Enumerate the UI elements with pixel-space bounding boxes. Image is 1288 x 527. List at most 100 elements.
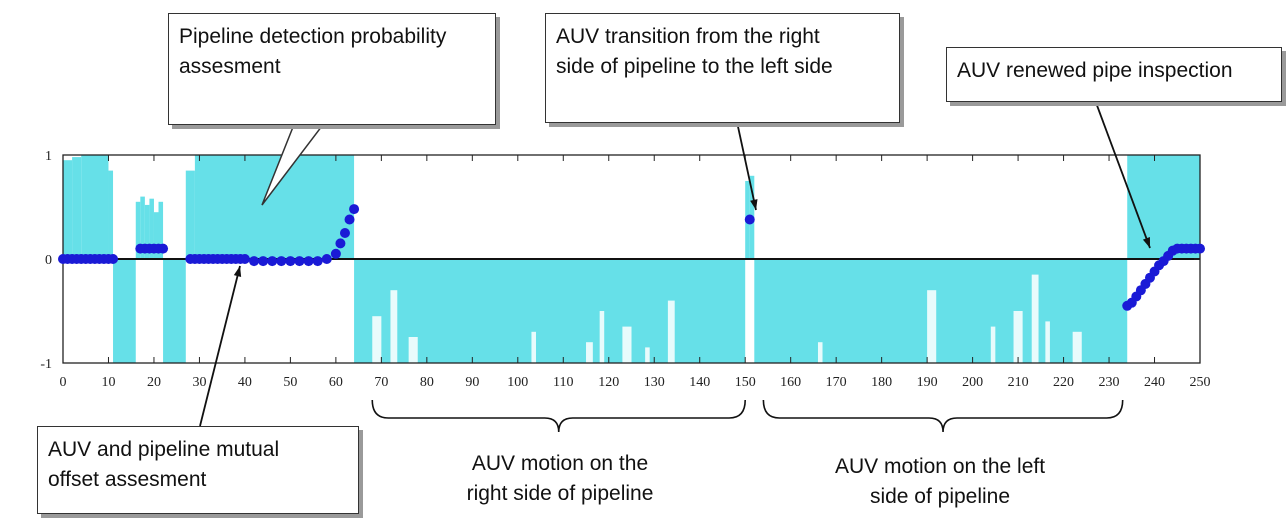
probability-gap [1045, 321, 1050, 363]
x-tick-label: 240 [1144, 375, 1165, 390]
x-tick-label: 250 [1190, 375, 1211, 390]
offset-point [303, 256, 314, 267]
x-tick-label: 140 [689, 375, 710, 390]
probability-bar [185, 170, 195, 259]
probability-bar [135, 201, 141, 259]
probability-bar [144, 204, 150, 259]
probability-bar [163, 259, 186, 363]
brace-right-side [371, 399, 746, 433]
x-tick-label: 30 [192, 375, 206, 390]
x-tick-label: 150 [735, 375, 756, 390]
y-tick-label: 0 [45, 253, 52, 268]
x-tick-label: 170 [826, 375, 847, 390]
offset-point [344, 214, 355, 225]
probability-gap [927, 290, 937, 363]
offset-point [744, 214, 755, 225]
offset-pointer-head [233, 266, 242, 277]
annotation-line: AUV transition from the right [556, 25, 820, 48]
annotation-line: side of pipeline [869, 485, 1011, 508]
probability-bar [81, 155, 109, 259]
annotation-line: Pipeline detection probability [179, 25, 447, 48]
x-tick-label: 130 [644, 375, 665, 390]
offset-point [276, 256, 287, 267]
offset-point [335, 238, 346, 249]
annotation-line: AUV motion on the left [834, 455, 1046, 478]
x-tick-label: 70 [374, 375, 388, 390]
y-tick-label: -1 [40, 357, 52, 372]
probability-gap [408, 337, 418, 363]
probability-bar [108, 170, 114, 259]
x-tick-label: 60 [329, 375, 343, 390]
x-tick-label: 210 [1008, 375, 1029, 390]
x-tick-label: 190 [917, 375, 938, 390]
x-tick-label: 180 [871, 375, 892, 390]
x-tick-label: 120 [598, 375, 619, 390]
x-tick-label: 20 [147, 375, 161, 390]
x-tick-label: 90 [465, 375, 479, 390]
renewed-pointer [1094, 99, 1151, 249]
offset-point [330, 248, 341, 259]
probability-bar [72, 157, 82, 259]
offset-point [267, 256, 278, 267]
annotation-mutual-offset: AUV and pipeline mutual offset assesment [37, 426, 359, 514]
probability-gap [990, 326, 996, 363]
annotation-line: AUV and pipeline mutual [48, 438, 280, 461]
probability-bar [63, 160, 73, 259]
probability-gap [817, 342, 823, 363]
probability-bar [113, 259, 136, 363]
x-tick-label: 50 [283, 375, 297, 390]
annotation-renewed-inspection: AUV renewed pipe inspection [946, 47, 1282, 102]
offset-point [239, 254, 250, 264]
probability-gap [1072, 331, 1082, 363]
probability-gap [586, 342, 593, 363]
x-tick-label: 110 [553, 375, 573, 390]
offset-point [312, 256, 323, 267]
annotation-line: AUV renewed pipe inspection [957, 59, 1233, 82]
offset-point [349, 204, 360, 215]
probability-bar [140, 196, 145, 259]
offset-point [285, 256, 296, 267]
brace-left-side [762, 399, 1124, 433]
transition-pointer-head [750, 199, 758, 210]
offset-point [108, 254, 119, 264]
probability-gap [645, 347, 650, 363]
probability-bar [194, 155, 355, 259]
probability-gap [1013, 311, 1023, 363]
probability-gap [372, 316, 382, 363]
probability-gap [667, 300, 675, 363]
probability-bar [149, 198, 154, 259]
probability-gap [622, 326, 632, 363]
x-tick-label: 160 [780, 375, 801, 390]
offset-point [294, 256, 305, 267]
annotation-line: right side of pipeline [466, 482, 654, 505]
y-tick-label: 1 [45, 149, 52, 164]
probability-gap [531, 331, 536, 363]
x-tick-label: 230 [1099, 375, 1120, 390]
x-tick-label: 220 [1053, 375, 1074, 390]
annotation-detection-probability: Pipeline detection probability assesment [168, 13, 496, 125]
probability-bar [354, 259, 746, 363]
annotation-line: AUV motion on the [471, 452, 649, 475]
probability-bar [158, 201, 164, 259]
annotation-line: assesment [179, 55, 281, 78]
annotation-left-side-motion: AUV motion on the left side of pipeline [775, 452, 1105, 512]
annotation-auv-transition: AUV transition from the right side of pi… [545, 13, 900, 123]
offset-point [158, 243, 169, 254]
offset-point [1195, 243, 1205, 254]
x-tick-label: 100 [507, 375, 528, 390]
offset-point [258, 256, 269, 267]
annotation-line: offset assesment [48, 468, 207, 491]
x-tick-label: 80 [420, 375, 434, 390]
x-tick-label: 10 [101, 375, 115, 390]
transition-pointer [736, 121, 757, 211]
probability-gap [599, 311, 605, 363]
annotation-right-side-motion: AUV motion on the right side of pipeline [410, 449, 710, 509]
probability-gap [390, 290, 398, 363]
x-tick-label: 40 [238, 375, 252, 390]
x-tick-label: 0 [60, 375, 67, 390]
probability-bar [153, 212, 159, 259]
offset-pointer [199, 265, 241, 427]
offset-point [339, 228, 350, 238]
